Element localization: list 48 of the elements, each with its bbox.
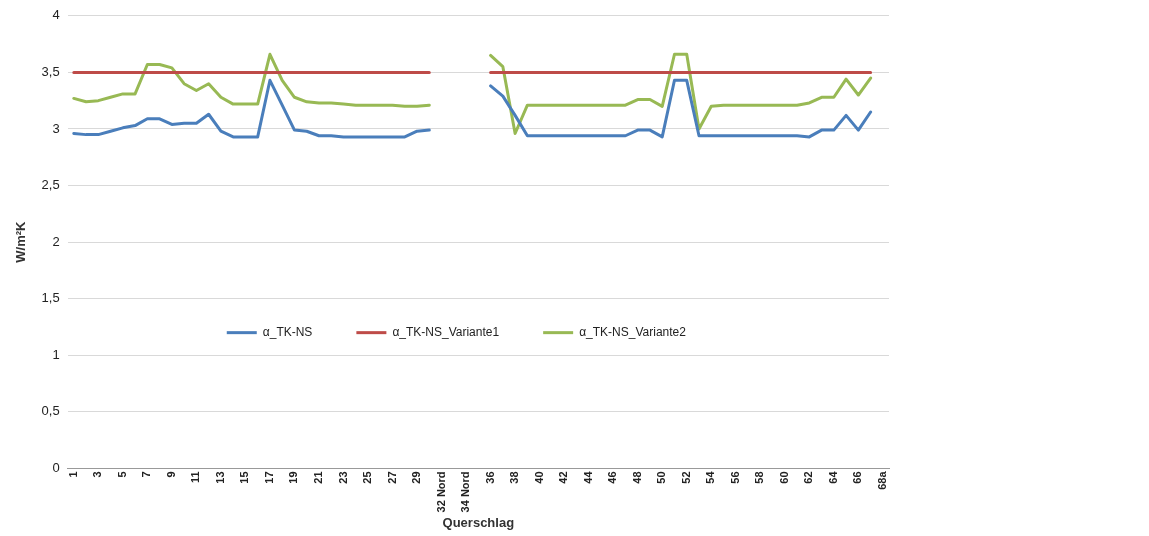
y-tick-label: 0	[52, 460, 60, 476]
x-tick-label: 11	[189, 471, 202, 484]
x-tick-label: 58	[753, 471, 766, 484]
y-tick-label: 2	[52, 233, 60, 249]
x-tick-label: 62	[802, 471, 815, 484]
legend-label: α_TK-NS_Variante1	[392, 324, 500, 339]
x-tick-label: 5	[115, 471, 128, 478]
x-tick-label: 9	[164, 471, 177, 478]
x-tick-label: 36	[483, 471, 496, 484]
x-tick-label: 29	[410, 471, 423, 484]
y-tick-label: 4	[52, 7, 60, 23]
x-tick-label: 46	[606, 471, 619, 484]
x-axis-title: Querschlag	[442, 514, 515, 530]
x-tick-label: 40	[532, 471, 545, 484]
x-tick-label: 64	[826, 470, 839, 484]
y-tick-label: 1	[52, 346, 60, 362]
x-tick-label: 48	[630, 471, 643, 484]
x-tick-label: 7	[140, 471, 153, 478]
y-tick-label: 1,5	[41, 290, 60, 306]
y-tick-label: 0,5	[41, 403, 60, 419]
x-tick-label: 60	[777, 471, 790, 484]
y-tick-label: 3	[52, 120, 60, 136]
x-tick-label: 13	[213, 471, 226, 484]
x-tick-label: 34 Nord	[459, 471, 472, 513]
x-tick-label: 38	[508, 471, 521, 484]
x-tick-label: 15	[238, 471, 251, 484]
y-tick-label: 3,5	[41, 63, 60, 79]
x-tick-label: 19	[287, 471, 300, 484]
x-tick-label: 54	[704, 470, 717, 484]
legend-label: α_TK-NS_Variante2	[579, 324, 687, 339]
x-tick-label: 25	[361, 471, 374, 484]
x-tick-label: 56	[728, 471, 741, 484]
x-tick-label: 21	[312, 471, 324, 484]
x-tick-label: 68a	[875, 470, 888, 490]
y-tick-label: 2,5	[41, 177, 60, 193]
x-tick-label: 27	[385, 471, 398, 484]
y-axis-title: W/m²K	[13, 220, 29, 263]
x-tick-label: 66	[851, 471, 864, 484]
x-tick-label: 42	[557, 471, 570, 484]
x-tick-label: 23	[336, 471, 349, 484]
x-tick-label: 32 Nord	[434, 471, 447, 513]
x-tick-label: 50	[655, 471, 668, 484]
x-tick-label: 17	[262, 471, 275, 484]
legend-label: α_TK-NS	[262, 324, 313, 339]
x-tick-label: 44	[581, 470, 594, 484]
x-tick-label: 52	[679, 471, 692, 484]
x-tick-label: 1	[66, 471, 79, 478]
x-tick-label: 3	[91, 471, 104, 478]
